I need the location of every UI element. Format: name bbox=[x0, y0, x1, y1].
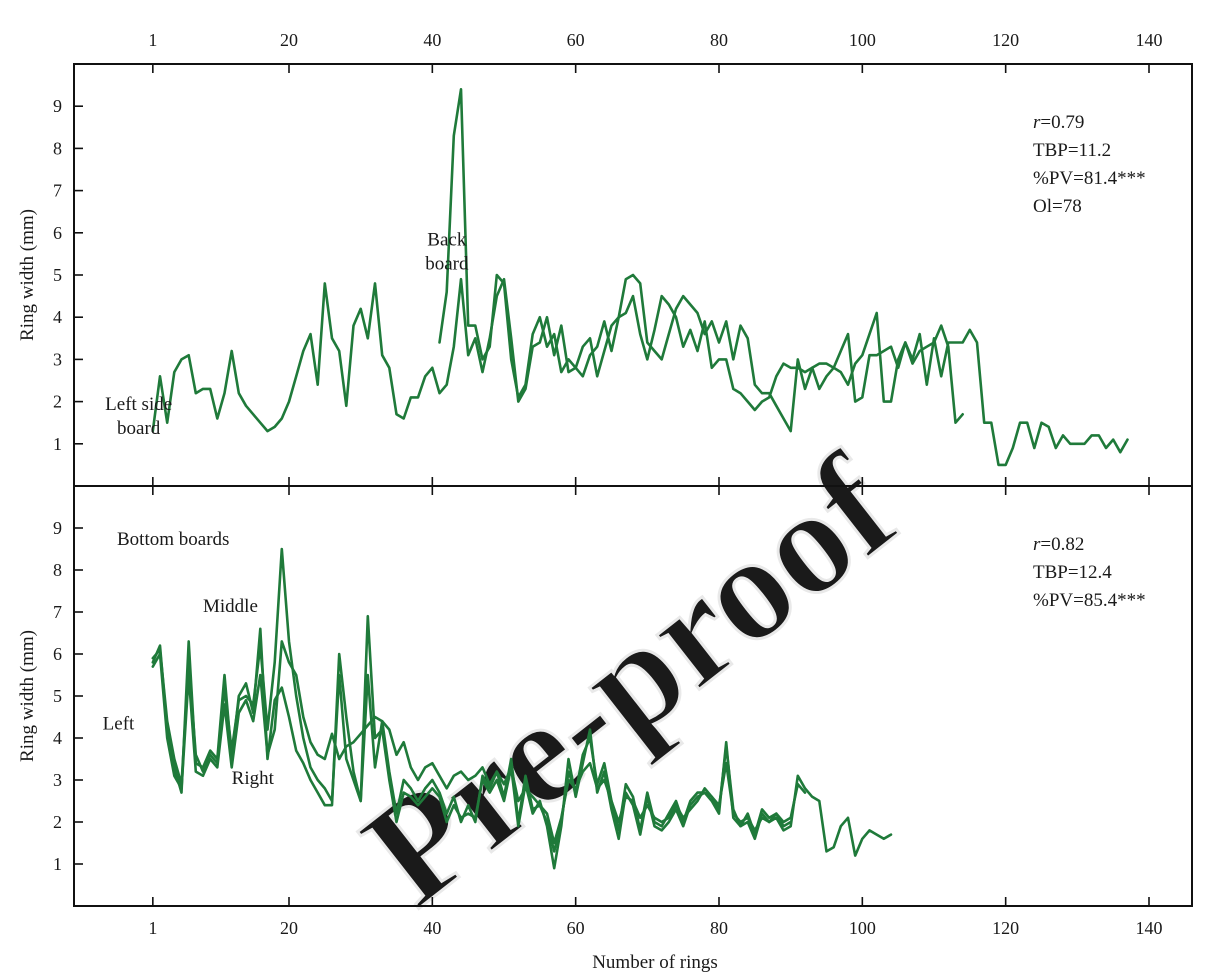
bottom-y-axis-title: Ring width (mm) bbox=[17, 630, 38, 762]
bottom-y-tick-label: 7 bbox=[53, 602, 62, 622]
annotation-middle: Middle bbox=[203, 596, 258, 617]
top-x-tick-label: 80 bbox=[710, 30, 728, 50]
bottom-y-tick-label: 8 bbox=[53, 560, 62, 580]
stat-value: =0.79 bbox=[1040, 112, 1084, 133]
stat-symbol: r bbox=[1033, 112, 1041, 133]
top-x-tick-label: 60 bbox=[567, 30, 585, 50]
stat-line: %PV=81.4*** bbox=[1033, 168, 1146, 189]
watermark-text: Pre-proof bbox=[334, 423, 926, 936]
series-line-back-board bbox=[438, 88, 965, 425]
series-line-left bbox=[151, 627, 793, 853]
bottom-y-tick-label: 5 bbox=[53, 686, 62, 706]
bottom-x-tick-label: 40 bbox=[423, 918, 441, 938]
bottom-y-tick-label: 4 bbox=[53, 728, 62, 748]
stat-symbol: r bbox=[1033, 534, 1041, 555]
annotation-line: Back bbox=[427, 229, 467, 250]
bottom-y-tick-label: 3 bbox=[53, 770, 62, 790]
top-y-axis-title: Ring width (mm) bbox=[17, 209, 38, 341]
stat-line: %PV=85.4*** bbox=[1033, 590, 1146, 611]
annotation-right: Right bbox=[232, 768, 275, 789]
annotation-bottom-boards: Bottom boards bbox=[117, 529, 229, 550]
top-x-tick-label: 20 bbox=[280, 30, 298, 50]
annotation-line: Left side bbox=[105, 394, 172, 415]
stat-line: r=0.79 bbox=[1033, 112, 1084, 133]
annotation-line: board bbox=[425, 253, 469, 274]
top-x-tick-label: 140 bbox=[1136, 30, 1163, 50]
stat-line: r=0.82 bbox=[1033, 534, 1084, 555]
bottom-x-axis-title: Number of rings bbox=[592, 952, 718, 973]
stat-line: TBP=11.2 bbox=[1033, 140, 1111, 161]
bottom-y-tick-label: 9 bbox=[53, 518, 62, 538]
bottom-y-tick-label: 6 bbox=[53, 644, 62, 664]
top-y-tick-label: 2 bbox=[53, 392, 62, 412]
annotation-left: Left bbox=[103, 714, 135, 735]
series-line-left-side-board bbox=[151, 273, 1129, 467]
bottom-y-tick-label: 2 bbox=[53, 812, 62, 832]
top-x-tick-label: 100 bbox=[849, 30, 876, 50]
bottom-x-tick-label: 120 bbox=[992, 918, 1019, 938]
top-y-tick-label: 8 bbox=[53, 138, 62, 158]
top-y-tick-label: 3 bbox=[53, 349, 62, 369]
stat-line: Ol=78 bbox=[1033, 196, 1082, 217]
top-x-tick-label: 40 bbox=[423, 30, 441, 50]
bottom-x-tick-label: 1 bbox=[148, 918, 157, 938]
series-line-right bbox=[151, 640, 807, 845]
annotation-back-board: Back board bbox=[425, 229, 469, 274]
top-y-tick-label: 4 bbox=[53, 307, 62, 327]
bottom-x-tick-label: 80 bbox=[710, 918, 728, 938]
top-y-tick-label: 6 bbox=[53, 223, 62, 243]
top-y-tick-label: 7 bbox=[53, 181, 62, 201]
top-y-tick-label: 5 bbox=[53, 265, 62, 285]
top-x-tick-label: 1 bbox=[148, 30, 157, 50]
top-y-tick-label: 1 bbox=[53, 434, 62, 454]
bottom-x-tick-label: 60 bbox=[567, 918, 585, 938]
annotation-left-side-board: Left side board bbox=[105, 394, 172, 439]
bottom-y-tick-label: 1 bbox=[53, 854, 62, 874]
bottom-x-tick-label: 100 bbox=[849, 918, 876, 938]
stat-value: =0.82 bbox=[1040, 534, 1084, 555]
bottom-x-tick-label: 140 bbox=[1136, 918, 1163, 938]
annotation-line: board bbox=[117, 418, 161, 439]
top-y-tick-label: 9 bbox=[53, 96, 62, 116]
stat-line: TBP=12.4 bbox=[1033, 562, 1112, 583]
top-x-tick-label: 120 bbox=[992, 30, 1019, 50]
bottom-x-tick-label: 20 bbox=[280, 918, 298, 938]
